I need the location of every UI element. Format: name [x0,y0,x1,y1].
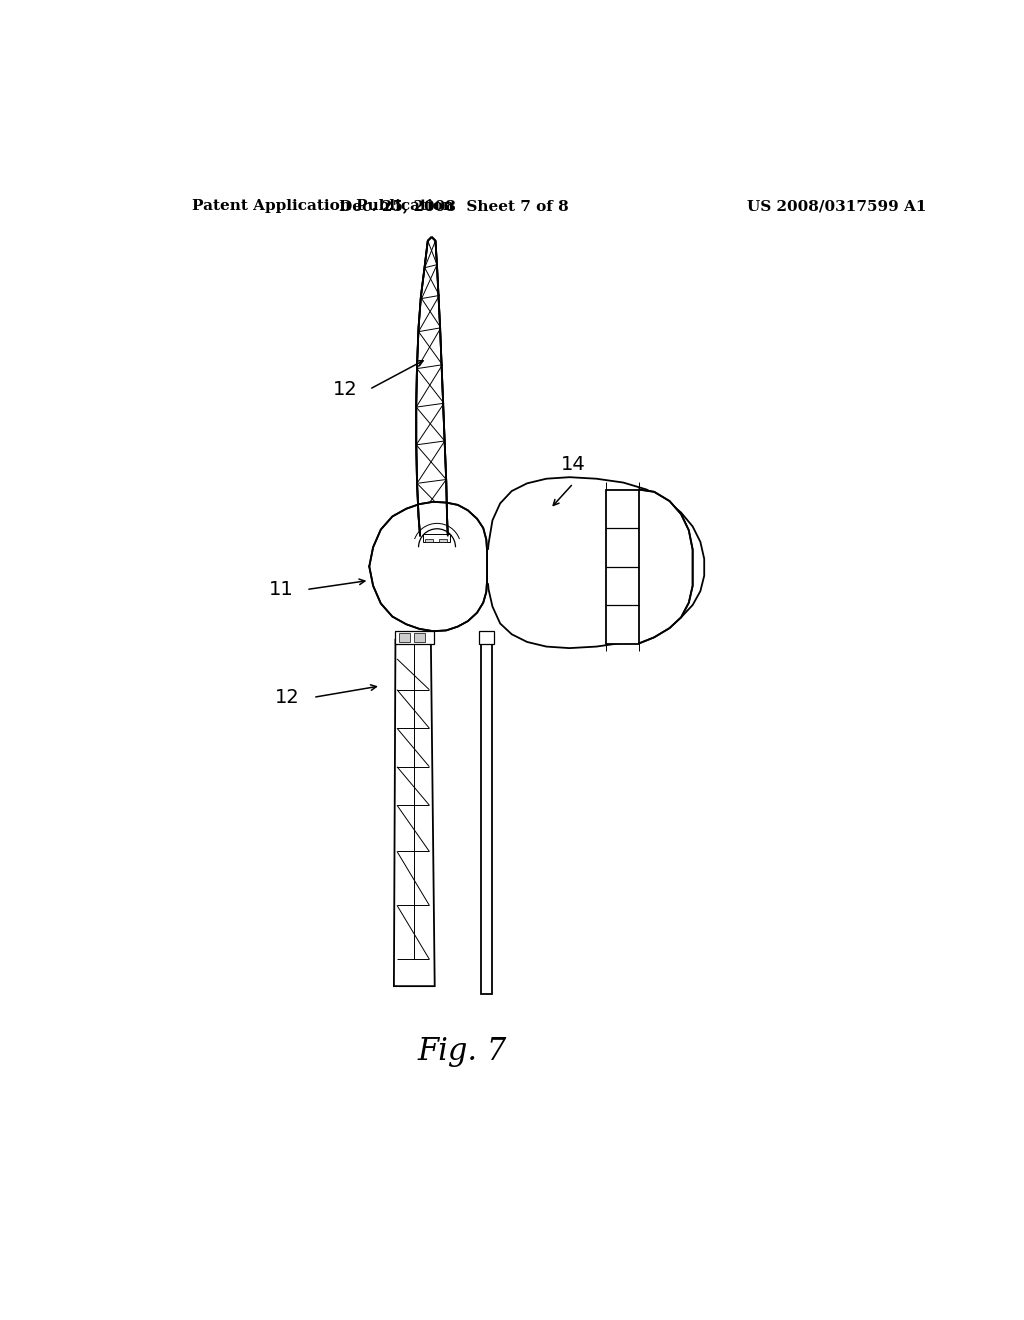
Text: 12: 12 [275,688,300,708]
Polygon shape [394,640,435,986]
Text: US 2008/0317599 A1: US 2008/0317599 A1 [746,199,926,213]
Text: Fig. 7: Fig. 7 [417,1036,506,1067]
Polygon shape [481,640,493,994]
Text: Dec. 25, 2008  Sheet 7 of 8: Dec. 25, 2008 Sheet 7 of 8 [339,199,569,213]
Text: 12: 12 [333,380,357,399]
Polygon shape [479,631,494,644]
Polygon shape [414,634,425,642]
Polygon shape [486,478,705,648]
Polygon shape [425,539,433,543]
Polygon shape [370,502,487,631]
Polygon shape [423,535,451,543]
Polygon shape [639,490,692,644]
Polygon shape [416,240,447,536]
Polygon shape [486,540,523,594]
Text: Patent Application Publication: Patent Application Publication [193,199,455,213]
Text: 11: 11 [269,579,294,599]
Polygon shape [439,539,447,543]
Polygon shape [398,634,410,642]
Polygon shape [606,490,639,644]
Polygon shape [395,631,434,644]
Text: 14: 14 [561,455,586,474]
